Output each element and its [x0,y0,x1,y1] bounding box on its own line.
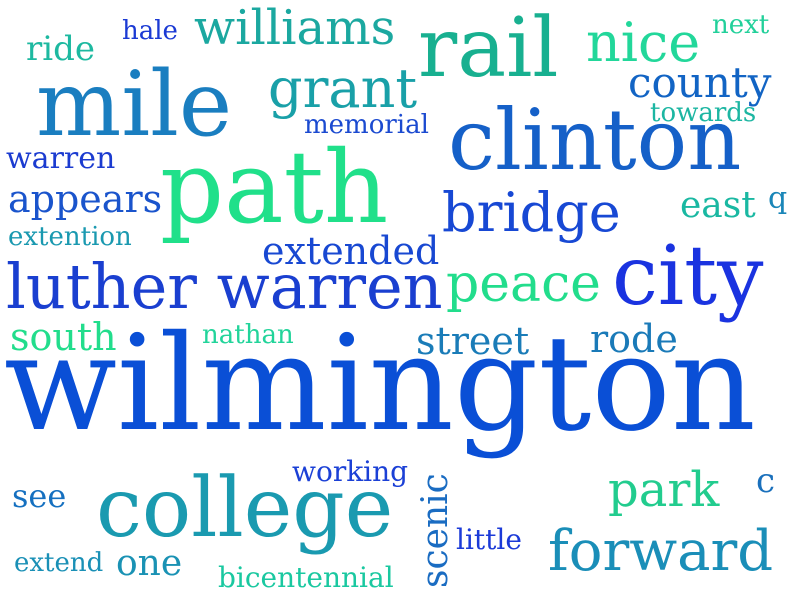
word-c: c [756,461,776,501]
word-nice: nice [586,11,701,74]
word-bridge: bridge [442,181,621,244]
word-wilmington: wilmington [4,307,756,461]
word-city: city [612,229,764,324]
word-towards: towards [650,98,757,128]
word-see: see [12,477,67,515]
word-memorial: memorial [304,110,429,140]
word-grant: grant [268,57,418,120]
word-warren: warren [6,141,116,176]
word-mile: mile [36,52,233,157]
word-county: county [628,58,772,107]
word-nathan: nathan [202,320,294,350]
word-rail: rail [418,1,559,96]
word-south: south [10,315,117,359]
word-forward: forward [548,519,774,584]
word-luther-warren: luther warren [6,250,443,323]
word-williams: williams [194,0,396,56]
word-extended: extended [262,229,440,273]
word-rode: rode [590,317,678,361]
word-east: east [680,185,756,226]
word-clinton: clinton [448,91,742,189]
word-bicentennial: bicentennial [218,561,394,594]
word-ride: ride [26,29,96,69]
word-hale: hale [122,16,178,46]
word-park: park [608,462,720,518]
word-college: college [96,461,394,556]
word-street: street [416,319,530,363]
word-little: little [456,523,522,556]
word-next: next [712,10,770,40]
word-scenic: scenic [415,473,456,588]
word-path: path [160,129,389,246]
word-extend: extend [14,548,104,578]
word-extention: extention [8,222,132,252]
word-peace: peace [446,254,601,314]
word-one: one [116,543,183,584]
word-appears: appears [8,177,163,221]
word-working: working [292,455,409,488]
word-q: q [768,181,788,216]
